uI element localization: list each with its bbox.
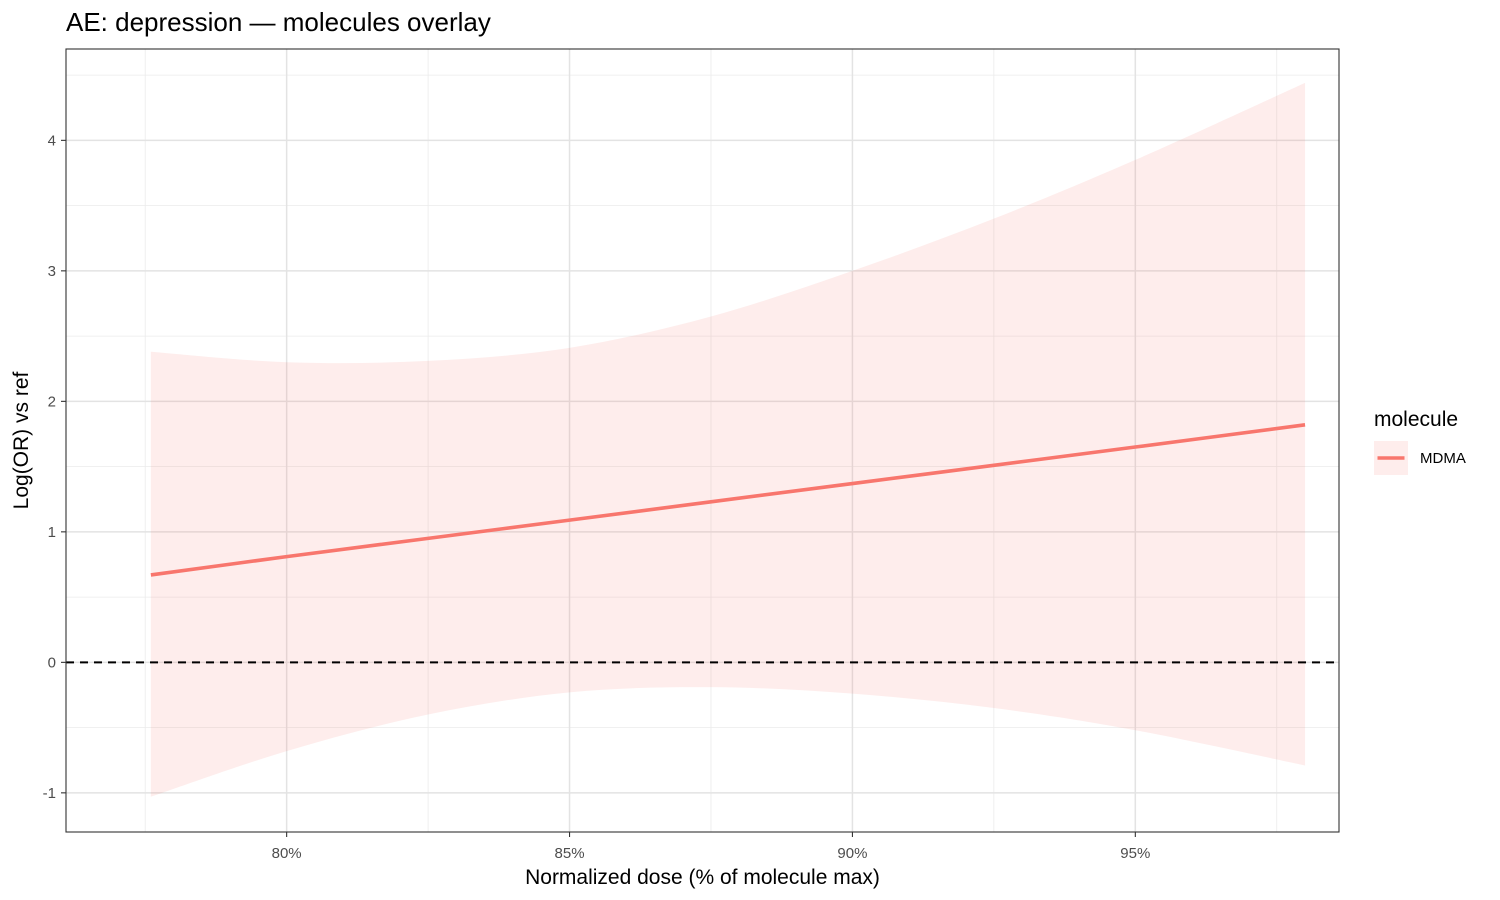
series-line-mdma <box>150 423 1306 577</box>
legend-label-mdma: MDMA <box>1420 450 1466 467</box>
confidence-ribbon-mdma <box>150 82 1306 797</box>
series-lines <box>150 423 1306 577</box>
y-axis-ticks: -1 0 1 2 3 4 <box>43 132 66 802</box>
y-tick-label: 1 <box>48 524 56 541</box>
y-tick-label: 0 <box>48 654 56 671</box>
y-axis-title: Log(OR) vs ref <box>10 371 33 509</box>
x-tick-label: 90% <box>837 845 867 862</box>
legend: molecule MDMA <box>1374 408 1466 475</box>
legend-items: MDMA <box>1374 441 1466 475</box>
x-axis-ticks: 80% 85% 90% 95% <box>272 832 1150 862</box>
y-tick-label: 4 <box>48 132 56 149</box>
x-tick-label: 80% <box>272 845 302 862</box>
confidence-ribbons <box>150 82 1306 797</box>
y-tick-label: 2 <box>48 393 56 410</box>
y-tick-label: -1 <box>43 785 56 802</box>
legend-title: molecule <box>1374 408 1458 431</box>
y-tick-label: 3 <box>48 263 56 280</box>
x-axis-title: Normalized dose (% of molecule max) <box>525 866 880 889</box>
chart-title: AE: depression — molecules overlay <box>66 7 491 37</box>
minor-gridlines <box>66 49 1339 832</box>
x-tick-label: 85% <box>555 845 585 862</box>
x-tick-label: 95% <box>1120 845 1150 862</box>
plot-panel-border <box>65 48 1340 833</box>
